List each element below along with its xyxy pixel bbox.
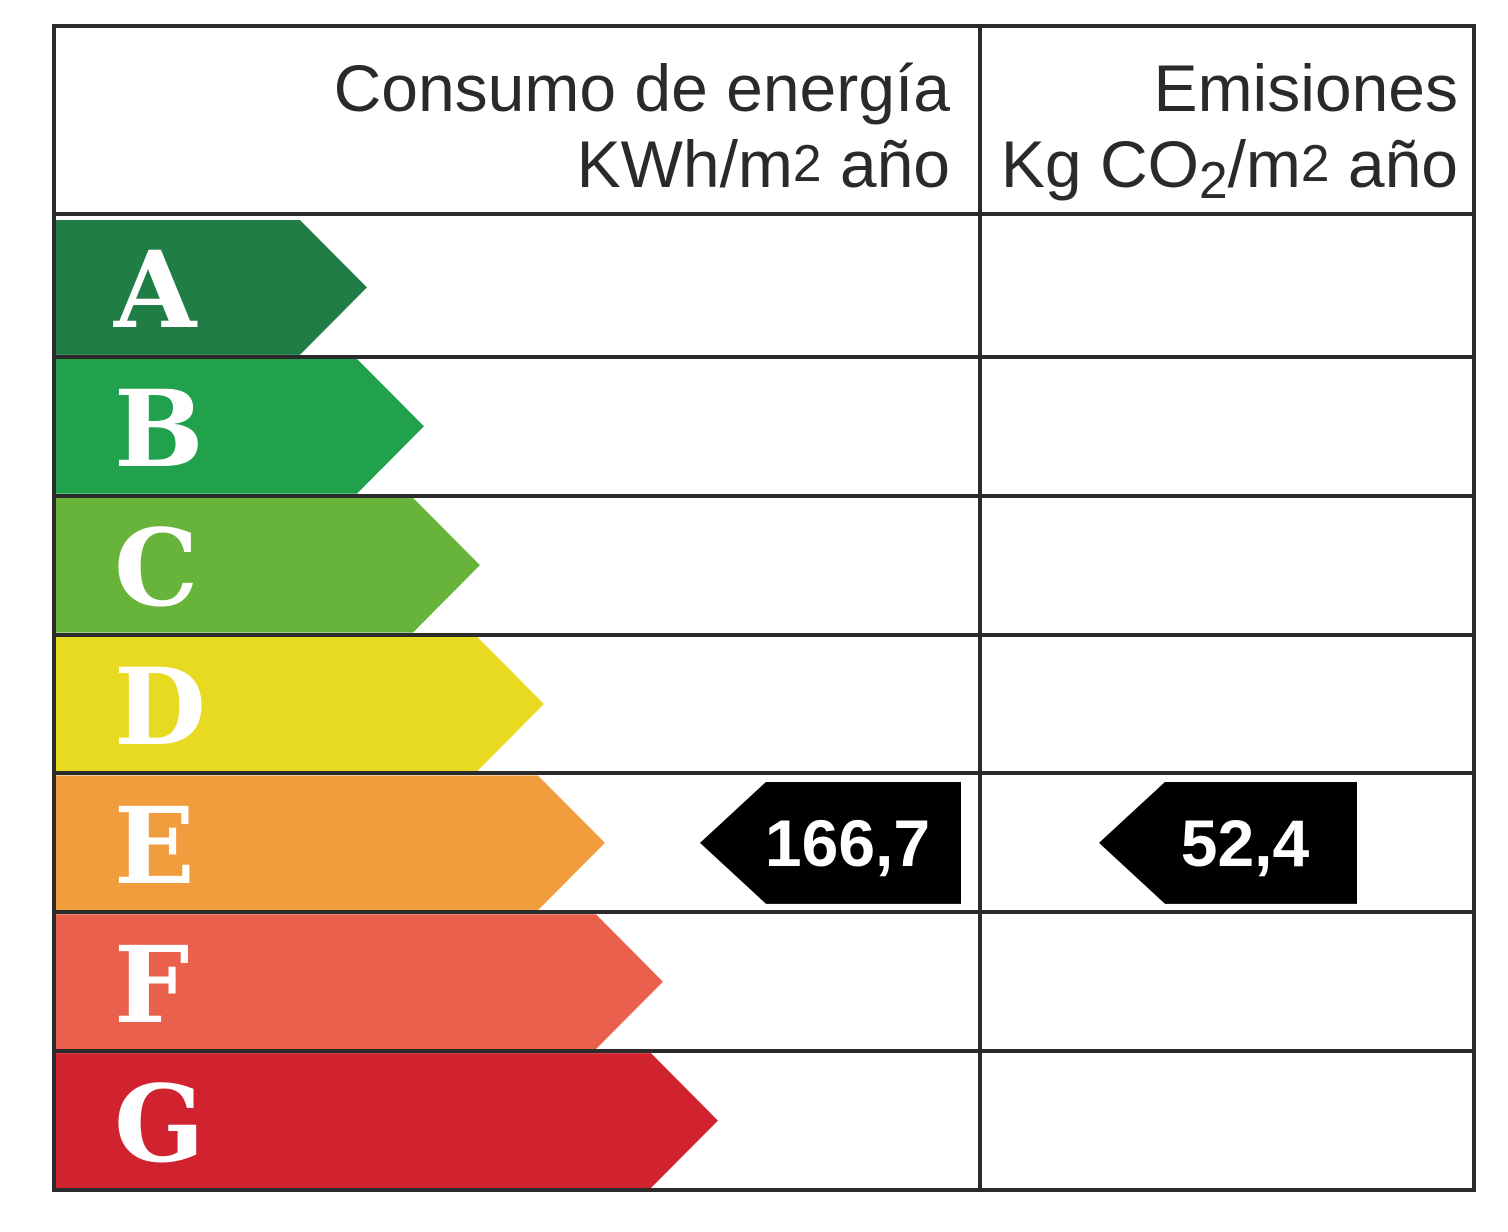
rating-bar-g: G xyxy=(56,1053,718,1188)
rating-letter-a: A xyxy=(114,227,197,353)
rating-bar-d: D xyxy=(56,637,544,772)
squared-exponent: 2 xyxy=(1300,133,1330,192)
rating-letter-c: C xyxy=(114,505,199,631)
column-divider xyxy=(978,28,982,1188)
rating-row-f: F xyxy=(56,914,1472,1054)
consumption-header-line1: Consumo de energía xyxy=(333,51,950,125)
rating-letter-b: B xyxy=(114,366,204,492)
rating-bar-c: C xyxy=(56,498,480,633)
table-header: Consumo de energía KWh/m2 año Emisiones … xyxy=(56,28,1472,216)
emissions-header-line2: Kg CO2/m2 año xyxy=(1000,127,1458,210)
rating-row-a: A xyxy=(56,220,1472,359)
rating-bar-a: A xyxy=(56,220,367,355)
consumption-header-line2: KWh/m2 año xyxy=(576,127,950,201)
rating-rows: A B C D E xyxy=(56,220,1472,1188)
rating-bar-f: F xyxy=(56,914,663,1049)
rating-row-e: E 166,7 52,4 xyxy=(56,775,1472,915)
rating-letter-d: D xyxy=(114,644,206,769)
rating-bar-b: B xyxy=(56,359,424,494)
rating-letter-f: F xyxy=(114,921,190,1047)
emissions-value-arrow: 52,4 xyxy=(1099,781,1357,904)
consumption-value: 166,7 xyxy=(764,805,931,880)
rating-row-b: B xyxy=(56,359,1472,498)
squared-exponent: 2 xyxy=(792,133,822,192)
rating-letter-g: G xyxy=(114,1060,205,1186)
consumption-column-header: Consumo de energía KWh/m2 año xyxy=(56,28,978,212)
rating-row-d: D xyxy=(56,637,1472,776)
co2-subscript: 2 xyxy=(1198,151,1228,210)
consumption-value-arrow: 166,7 xyxy=(700,781,961,904)
rating-bar-e: E xyxy=(56,775,605,910)
rating-row-c: C xyxy=(56,498,1472,637)
emissions-column-header: Emisiones Kg CO2/m2 año xyxy=(982,28,1472,212)
rating-row-g: G xyxy=(56,1053,1472,1188)
emissions-value: 52,4 xyxy=(1180,805,1310,880)
emissions-header-line1: Emisiones xyxy=(1153,51,1458,125)
rating-table: Consumo de energía KWh/m2 año Emisiones … xyxy=(52,24,1476,1192)
rating-letter-e: E xyxy=(114,782,195,908)
